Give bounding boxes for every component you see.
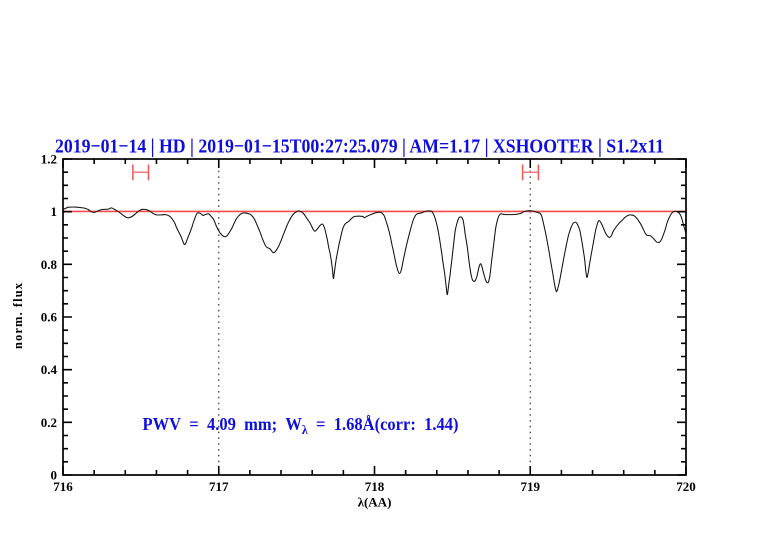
svg-text:1.2: 1.2 [41,152,57,167]
svg-text:720: 720 [676,479,696,494]
svg-text:0.8: 0.8 [41,257,58,272]
svg-text:716: 716 [53,479,73,494]
svg-text:719: 719 [520,479,540,494]
svg-text:2019−01−14 | HD | 2019−01−15T0: 2019−01−14 | HD | 2019−01−15T00:27:25.07… [55,136,664,158]
svg-text:λ(AA): λ(AA) [358,495,392,510]
svg-text:0.4: 0.4 [41,362,58,377]
svg-text:PWV = 4.09 mm; Wλ = 1.68: PWV = 4.09 mm; Wλ = 1.68Å(corr: 1.44) [143,414,459,437]
svg-text:1: 1 [51,204,58,219]
svg-text:0.2: 0.2 [41,415,57,430]
svg-text:717: 717 [209,479,229,494]
svg-text:718: 718 [365,479,385,494]
svg-text:0: 0 [51,468,58,483]
svg-text:0.6: 0.6 [41,310,58,325]
svg-text:norm. flux: norm. flux [11,282,25,349]
